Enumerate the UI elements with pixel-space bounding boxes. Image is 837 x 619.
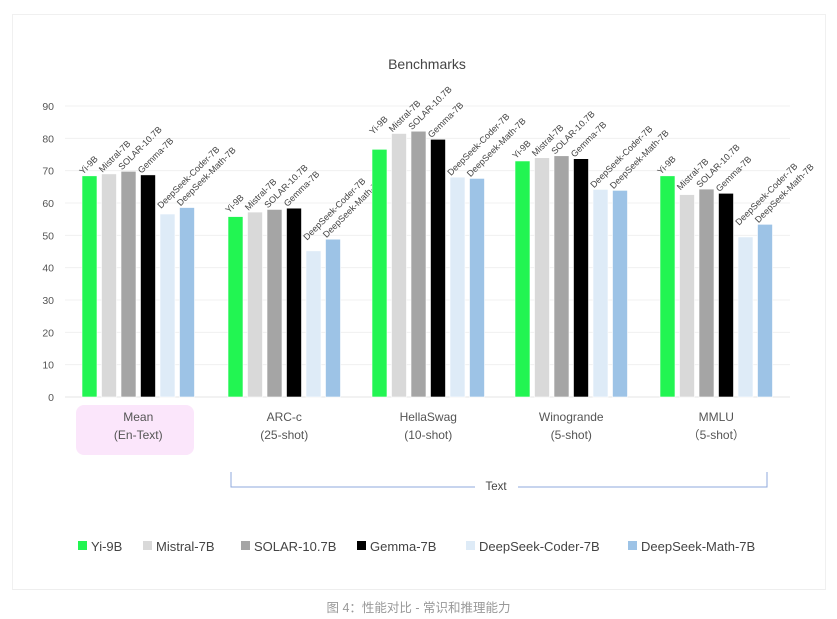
- category-label: (10-shot): [404, 428, 452, 442]
- category-label: (En-Text): [114, 428, 163, 442]
- bar-series-label: Yi-9B: [223, 192, 245, 214]
- category-highlight-box: [76, 405, 194, 455]
- y-tick-label: 30: [42, 295, 54, 307]
- legend-label: Gemma-7B: [370, 539, 436, 554]
- y-tick-label: 0: [48, 392, 54, 404]
- legend-swatch-yi-9b: [78, 541, 87, 550]
- bar-deepseek-math-7b: [612, 190, 628, 398]
- bar-gemma-7b: [573, 158, 589, 398]
- y-tick-label: 40: [42, 263, 54, 275]
- bar-deepseek-coder-7b: [592, 189, 609, 398]
- bar-deepseek-math-7b: [757, 224, 773, 398]
- chart-title: Benchmarks: [388, 56, 466, 72]
- bar-gemma-7b: [430, 139, 446, 398]
- chart-frame: [12, 14, 826, 590]
- legend-swatch-solar-10.7b: [241, 541, 250, 550]
- legend-label: SOLAR-10.7B: [254, 539, 336, 554]
- bar-solar-10.7b: [410, 130, 427, 398]
- legend-swatch-gemma-7b: [357, 541, 366, 550]
- group-bracket: [230, 472, 768, 488]
- bar-yi-9b: [371, 149, 388, 398]
- category-label: (25-shot): [260, 428, 308, 442]
- legend-label: DeepSeek-Coder-7B: [479, 539, 600, 554]
- bar-series-label: Yi-9B: [655, 154, 677, 176]
- bar-mistral-7b: [247, 211, 263, 398]
- bar-yi-9b: [81, 175, 98, 398]
- bar-mistral-7b: [679, 194, 695, 398]
- group-bracket-label: Text: [485, 481, 507, 493]
- category-label: MMLU: [699, 410, 734, 424]
- bar-deepseek-coder-7b: [159, 213, 176, 398]
- legend-swatch-deepseek-coder-7b: [466, 541, 475, 550]
- figure-caption: 图 4：性能对比 - 常识和推理能力: [326, 601, 511, 615]
- y-tick-label: 80: [42, 133, 54, 145]
- y-tick-label: 90: [42, 101, 54, 113]
- legend-swatch-deepseek-math-7b: [628, 541, 637, 550]
- bar-solar-10.7b: [698, 188, 715, 398]
- bar-series-label: Yi-9B: [510, 138, 532, 160]
- legend-label: Yi-9B: [91, 539, 122, 554]
- category-label: (5-shot): [551, 428, 592, 442]
- category-label: ARC-c: [267, 410, 302, 424]
- bar-deepseek-math-7b: [325, 238, 341, 398]
- y-tick-label: 50: [42, 230, 54, 242]
- bar-yi-9b: [659, 175, 676, 398]
- bar-gemma-7b: [286, 207, 302, 398]
- bar-gemma-7b: [718, 193, 734, 398]
- bar-yi-9b: [514, 160, 531, 398]
- bar-mistral-7b: [391, 133, 407, 398]
- category-label: Winogrande: [539, 410, 604, 424]
- bar-series-label: Yi-9B: [367, 114, 389, 136]
- category-label: Mean: [123, 410, 153, 424]
- bar-deepseek-math-7b: [179, 207, 195, 398]
- legend-label: DeepSeek-Math-7B: [641, 539, 755, 554]
- bar-gemma-7b: [140, 174, 156, 398]
- bar-deepseek-coder-7b: [737, 236, 754, 398]
- bar-mistral-7b: [101, 173, 117, 398]
- category-label: （5-shot）: [688, 428, 745, 442]
- bar-deepseek-coder-7b: [305, 250, 322, 398]
- bar-deepseek-coder-7b: [449, 176, 466, 398]
- bar-solar-10.7b: [266, 209, 283, 398]
- y-tick-label: 20: [42, 327, 54, 339]
- legend-label: Mistral-7B: [156, 539, 215, 554]
- benchmark-bar-chart: Benchmarks 0 10 20 30 40 50 60 70 80 90 Yi-9B Mistra…: [42, 56, 815, 554]
- bar-series-label: Yi-9B: [77, 154, 99, 176]
- y-tick-label: 10: [42, 360, 54, 372]
- category-label: HellaSwag: [400, 410, 457, 424]
- bar-solar-10.7b: [553, 155, 570, 398]
- bar-yi-9b: [227, 216, 244, 398]
- y-tick-label: 70: [42, 166, 54, 178]
- bar-deepseek-math-7b: [469, 178, 485, 398]
- bar-mistral-7b: [534, 157, 550, 398]
- bar-solar-10.7b: [120, 171, 137, 398]
- legend-swatch-mistral-7b: [143, 541, 152, 550]
- y-tick-label: 60: [42, 198, 54, 210]
